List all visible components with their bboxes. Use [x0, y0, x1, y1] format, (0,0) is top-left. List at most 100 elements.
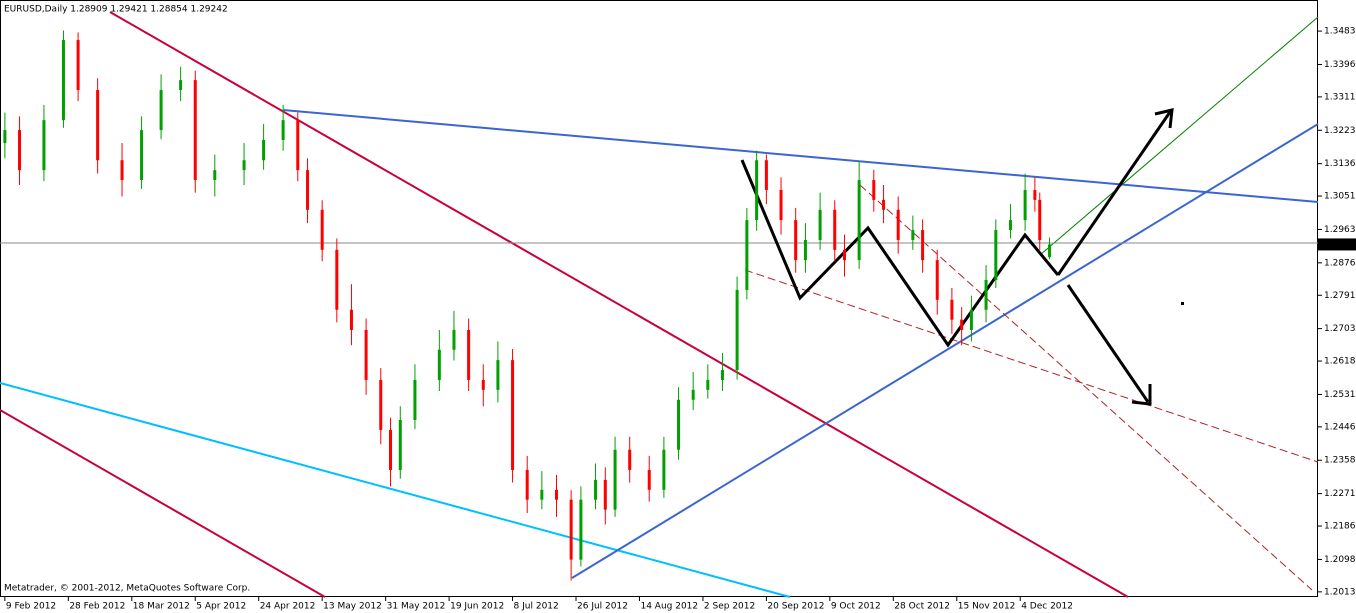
candle-body: [882, 199, 886, 210]
candle-body: [779, 189, 783, 221]
candle-body: [1038, 199, 1042, 240]
x-tick-label: 5 Apr 2012: [196, 602, 246, 612]
y-tick-label: 1.21860: [1324, 522, 1356, 532]
candle-body: [335, 249, 339, 310]
candle-body: [467, 329, 471, 380]
y-tick-label: 1.33110: [1324, 92, 1356, 102]
candle-body: [950, 299, 954, 320]
candle-body: [18, 130, 22, 171]
y-tick-label: 1.33960: [1324, 60, 1356, 70]
candle-body: [389, 429, 393, 470]
candle-body: [96, 90, 100, 161]
candle-body: [764, 160, 768, 190]
y-tick-label: 1.26185: [1324, 357, 1356, 367]
trendline: [282, 109, 1319, 203]
pattern-line: [740, 159, 1060, 348]
candle-body: [413, 379, 417, 420]
candle-body: [960, 319, 964, 330]
trendline: [859, 184, 1313, 591]
candle-body: [193, 80, 197, 181]
candle-body: [720, 370, 724, 380]
candle-body: [525, 469, 529, 500]
candle-body: [896, 209, 900, 240]
trendline: [571, 123, 1319, 579]
y-tick-label: 1.20135: [1324, 587, 1356, 597]
x-tick-label: 28 Oct 2012: [894, 602, 950, 612]
x-tick-label: 26 Jul 2012: [577, 602, 628, 612]
candle-body: [61, 40, 65, 121]
trendline: [744, 269, 1319, 463]
y-tick-label: 1.29635: [1324, 225, 1356, 235]
x-tick-label: 4 Dec 2012: [1021, 602, 1073, 612]
candle-body: [842, 249, 846, 261]
candle-body: [320, 209, 324, 250]
y-tick-label: 1.28760: [1324, 258, 1356, 268]
arrow-head: [1131, 384, 1152, 406]
x-tick-label: 15 Nov 2012: [958, 602, 1016, 612]
trendline: [109, 11, 1129, 598]
candle-body: [481, 379, 485, 390]
candle-body: [613, 449, 617, 510]
y-tick-label: 1.24460: [1324, 422, 1356, 432]
candles: [3, 30, 1052, 581]
drawing-objects: [0, 11, 1319, 598]
candle-body: [691, 389, 695, 400]
y-tick-label: 1.20985: [1324, 555, 1356, 565]
candle-body: [911, 230, 915, 240]
plot-frame: [0, 0, 1318, 597]
candle-body: [364, 329, 368, 380]
x-tick-label: 31 May 2012: [387, 602, 446, 612]
candle-body: [1048, 244, 1052, 258]
x-tick-label: 14 Aug 2012: [640, 602, 698, 612]
candle-body: [452, 329, 456, 350]
candle-body: [628, 449, 632, 470]
x-tick-label: 9 Oct 2012: [831, 602, 881, 612]
candle-body: [120, 160, 124, 181]
candle-body: [262, 139, 266, 161]
candle-body: [677, 399, 681, 450]
candle-body: [296, 120, 300, 171]
candle-body: [3, 130, 7, 144]
y-tick-label: 1.32235: [1324, 126, 1356, 136]
candle-body: [1023, 189, 1027, 221]
x-tick-label: 28 Feb 2012: [69, 602, 125, 612]
candle-body: [213, 170, 217, 181]
x-tick-label: 9 Feb 2012: [6, 602, 56, 612]
candle-body: [540, 489, 544, 500]
chart-title: EURUSD,Daily 1.28909 1.29421 1.28854 1.2…: [4, 5, 228, 15]
candle-body: [42, 120, 46, 171]
candle-body: [398, 419, 402, 470]
candle-body: [1008, 220, 1012, 231]
candle-body: [1033, 189, 1037, 200]
candle-body: [921, 230, 925, 261]
x-tick-label: 19 Jun 2012: [450, 602, 504, 612]
candle-body: [437, 349, 441, 380]
x-tick-label: 13 May 2012: [323, 602, 382, 612]
x-tick-label: 8 Jul 2012: [514, 602, 559, 612]
candle-body: [735, 289, 739, 371]
y-tick-label: 1.27910: [1324, 291, 1356, 301]
y-tick-label: 1.22710: [1324, 489, 1356, 499]
candle-body: [349, 309, 353, 330]
candle-body: [76, 40, 80, 91]
candle-body: [281, 120, 285, 140]
candle-body: [755, 160, 759, 221]
trendline: [0, 382, 791, 598]
candle-body: [496, 360, 500, 390]
price-tag-label: 1.29242: [1322, 240, 1356, 250]
candle-body: [872, 180, 876, 200]
candle-body: [935, 260, 939, 300]
candle-body: [179, 80, 183, 91]
y-tick-label: 1.30510: [1324, 192, 1356, 202]
candle-body: [579, 499, 583, 560]
candle-body: [969, 309, 973, 330]
candle-body: [706, 379, 710, 390]
y-tick-label: 1.23585: [1324, 456, 1356, 466]
candle-body: [647, 469, 651, 490]
dot: [1181, 302, 1184, 305]
candle-body: [511, 360, 515, 470]
candle-body: [818, 209, 822, 240]
candle-body: [745, 220, 749, 290]
candle-body: [984, 279, 988, 310]
